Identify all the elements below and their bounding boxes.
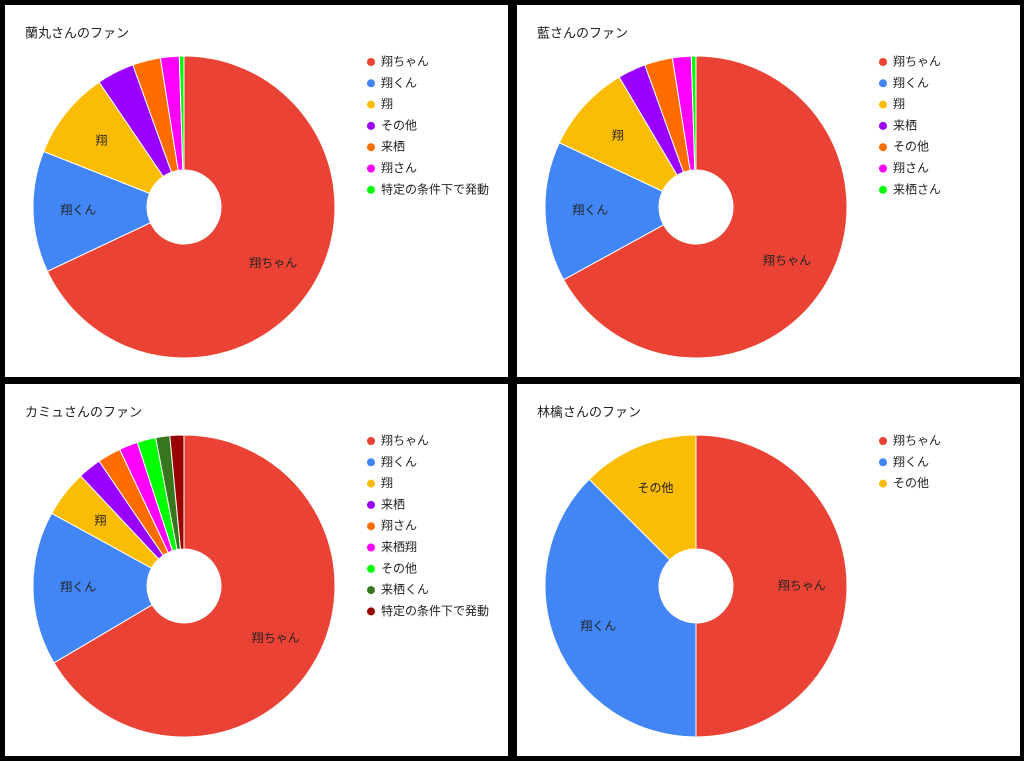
legend-marker: [367, 479, 375, 488]
slice: [53, 434, 336, 738]
legend-marker: [367, 522, 375, 531]
legend-marker: [367, 79, 375, 88]
legend-marker: [367, 121, 375, 130]
legend-label: 翔ちゃん: [381, 55, 429, 69]
legend-label: その他: [893, 476, 929, 490]
legend-marker: [367, 58, 375, 66]
legend-label: 翔: [893, 97, 905, 111]
chart-panel: 蘭丸さんのファン 翔ちゃん 翔くん翔翔ちゃん 翔くん翔その他 来栖 翔さん 特定の条件下で発…: [5, 5, 508, 377]
legend-marker: [367, 607, 375, 616]
legend-marker: [879, 143, 887, 152]
legend-marker: [367, 564, 375, 573]
legend-label: 翔: [381, 476, 393, 490]
legend-label: 翔くん: [381, 455, 417, 469]
chart-panel: カミュさんのファン 翔ちゃん 翔くん翔翔ちゃん 翔くん翔来栖 翔さん 来栖翔 その他 来栖くん…: [5, 384, 508, 756]
legend-label: 特定の条件下で発動: [381, 181, 489, 196]
legend-label: 来栖翔: [381, 539, 417, 554]
slice: [690, 55, 697, 171]
slice-label: 翔: [94, 514, 106, 528]
legend-label: 来栖くん: [381, 582, 429, 597]
slice: [32, 150, 152, 272]
slice: [544, 142, 665, 281]
slice: [562, 55, 848, 359]
slice: [544, 478, 697, 738]
legend-marker: [879, 479, 887, 488]
slice: [588, 434, 697, 561]
legend-marker: [879, 437, 887, 445]
legend-marker: [367, 437, 375, 445]
slice-label: 翔ちゃん: [249, 256, 297, 270]
legend-marker: [367, 164, 375, 173]
legend-label: 翔さん: [381, 161, 417, 175]
legend-label: その他: [893, 140, 929, 154]
slice-label: 翔くん: [580, 619, 616, 633]
legend-marker: [879, 121, 887, 130]
legend-marker: [367, 458, 375, 467]
chart-panel: 藍さんのファン 翔ちゃん 翔くん翔翔ちゃん 翔くん翔来栖 その他 翔さん 来栖さん: [517, 5, 1020, 377]
chart-title: 藍さんのファン: [537, 27, 628, 42]
slice-label: 翔くん: [60, 580, 96, 594]
legend-label: その他: [381, 561, 417, 575]
legend-label: 来栖: [381, 139, 405, 154]
legend-marker: [367, 586, 375, 595]
legend-label: 翔くん: [381, 76, 417, 90]
slice: [46, 55, 336, 359]
legend-label: 来栖: [893, 117, 917, 132]
legend-label: 翔くん: [893, 455, 929, 469]
slice: [32, 512, 153, 664]
legend-label: 翔ちゃん: [893, 434, 941, 448]
legend-label: 翔さん: [381, 519, 417, 533]
legend-marker: [879, 185, 887, 194]
legend-marker: [367, 543, 375, 552]
slice-label: 翔くん: [572, 203, 608, 217]
legend-marker: [367, 100, 375, 109]
slice-label: 翔: [96, 133, 108, 147]
legend-label: 翔ちゃん: [893, 55, 941, 69]
legend-marker: [367, 143, 375, 152]
chart: 蘭丸さんのファン翔ちゃん翔くん翔翔ちゃん翔くん翔その他来栖翔さん特定の条件下で発…: [25, 26, 489, 359]
legend-label: 翔: [381, 97, 393, 111]
legend-marker: [879, 458, 887, 467]
legend-label: 来栖: [381, 496, 405, 511]
slice: [178, 55, 185, 171]
slice-label: その他: [638, 481, 674, 495]
slice: [695, 434, 848, 738]
chart: カミュさんのファン翔ちゃん翔くん翔翔ちゃん翔くん翔来栖翔さん来栖翔その他来栖くん…: [25, 406, 489, 738]
chart-title: 林檎さんのファン: [537, 405, 641, 421]
legend-marker: [879, 100, 887, 109]
slice-label: 翔くん: [60, 203, 96, 217]
legend-marker: [367, 185, 375, 194]
slice: [169, 434, 185, 550]
legend-label: 翔ちゃん: [381, 434, 429, 448]
legend-marker: [879, 164, 887, 173]
slice-label: 翔ちゃん: [763, 253, 811, 267]
chart-title: カミュさんのファン: [25, 406, 142, 421]
legend-label: 来栖さん: [893, 181, 941, 196]
legend-label: 翔くん: [893, 76, 929, 90]
legend-marker: [879, 79, 887, 88]
legend-marker: [367, 500, 375, 509]
slice-label: 翔: [612, 128, 624, 142]
chart-title: 蘭丸さんのファン: [25, 26, 129, 42]
legend-label: 翔さん: [893, 161, 929, 175]
slice-label: 翔ちゃん: [252, 631, 300, 645]
slice-label: 翔ちゃん: [778, 579, 826, 593]
legend-marker: [879, 58, 887, 66]
legend-label: その他: [381, 118, 417, 132]
chart-panel: 林檎さんのファン 翔ちゃん 翔くん その他 翔ちゃん 翔くん その他: [517, 384, 1020, 756]
legend-label: 特定の条件下で発動: [381, 603, 489, 618]
